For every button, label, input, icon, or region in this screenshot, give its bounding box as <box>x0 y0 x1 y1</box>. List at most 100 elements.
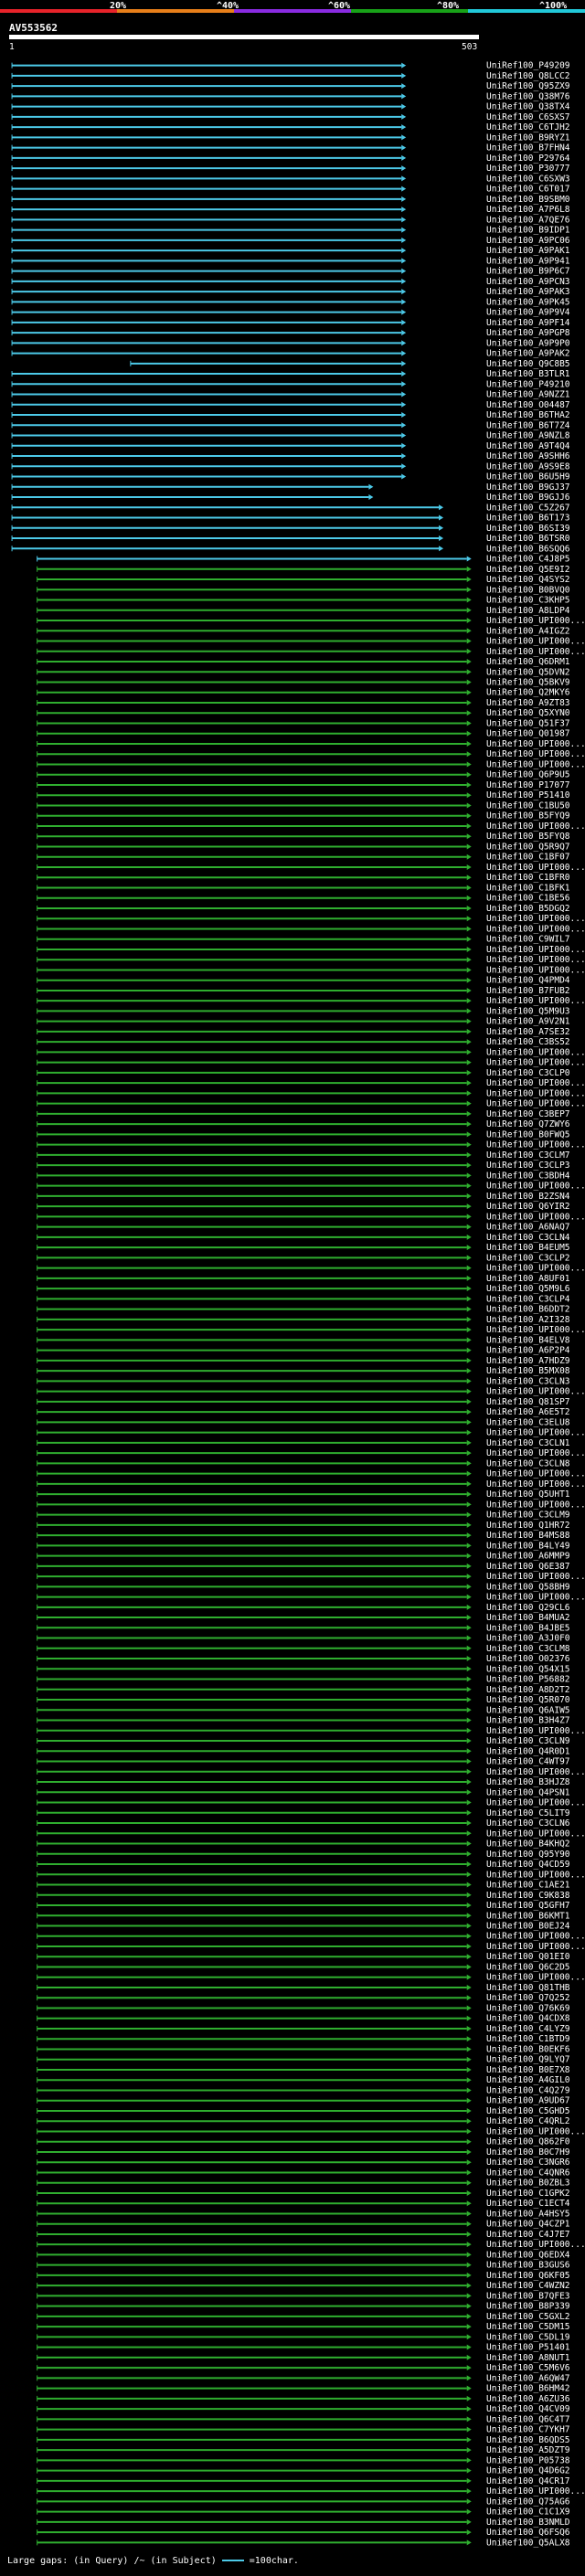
hit-label[interactable]: UniRef100_A4HSY5 <box>486 2209 570 2219</box>
hit-label[interactable]: UniRef100_Q95ZX9 <box>486 81 570 91</box>
hit-label[interactable]: UniRef100_A7QE76 <box>486 215 570 225</box>
hit-label[interactable]: UniRef100_UPI000... <box>486 1829 585 1839</box>
hit-label[interactable]: UniRef100_UPI000... <box>486 822 585 832</box>
hit-label[interactable]: UniRef100_Q5ALX8 <box>486 2538 570 2548</box>
hit-label[interactable]: UniRef100_C3CLN9 <box>486 1736 570 1746</box>
hit-label[interactable]: UniRef100_UPI000... <box>486 996 585 1006</box>
hit-label[interactable]: UniRef100_A6ZU36 <box>486 2394 570 2404</box>
hit-label[interactable]: UniRef100_C5M6V6 <box>486 2363 570 2373</box>
hit-label[interactable]: UniRef100_C3NGR6 <box>486 2157 570 2168</box>
hit-label[interactable]: UniRef100_C3CLM9 <box>486 1511 570 1521</box>
hit-label[interactable]: UniRef100_A6MMP9 <box>486 1552 570 1562</box>
hit-label[interactable]: UniRef100_C4QNR6 <box>486 2168 570 2178</box>
hit-label[interactable]: UniRef100_B3H4Z7 <box>486 1716 570 1726</box>
hit-label[interactable]: UniRef100_A7SE32 <box>486 1027 570 1037</box>
hit-label[interactable]: UniRef100_Q4R0D1 <box>486 1746 570 1756</box>
hit-label[interactable]: UniRef100_Q5GFH7 <box>486 1901 570 1911</box>
hit-label[interactable]: UniRef100_Q5XYN0 <box>486 708 570 718</box>
hit-label[interactable]: UniRef100_Q4CV09 <box>486 2404 570 2414</box>
hit-label[interactable]: UniRef100_C1BU50 <box>486 800 570 811</box>
hit-label[interactable]: UniRef100_A5DZT9 <box>486 2445 570 2455</box>
hit-label[interactable]: UniRef100_B6U5H9 <box>486 472 570 482</box>
hit-label[interactable]: UniRef100_A6NAQ7 <box>486 1223 570 1233</box>
hit-label[interactable]: UniRef100_B0C7H9 <box>486 2147 570 2157</box>
hit-label[interactable]: UniRef100_UPI000... <box>486 1572 585 1582</box>
hit-label[interactable]: UniRef100_C3KHP5 <box>486 596 570 606</box>
hit-label[interactable]: UniRef100_B3NMLD <box>486 2518 570 2528</box>
hit-label[interactable]: UniRef100_A6E5T2 <box>486 1407 570 1417</box>
hit-label[interactable]: UniRef100_UPI000... <box>486 914 585 924</box>
hit-label[interactable]: UniRef100_A3J0F0 <box>486 1634 570 1644</box>
hit-label[interactable]: UniRef100_UPI000... <box>486 924 585 934</box>
hit-label[interactable]: UniRef100_Q81THB <box>486 1983 570 1993</box>
hit-label[interactable]: UniRef100_C5GHD5 <box>486 2106 570 2116</box>
hit-label[interactable]: UniRef100_UPI000... <box>486 1264 585 1274</box>
hit-label[interactable]: UniRef100_UPI000... <box>486 1767 585 1777</box>
hit-label[interactable]: UniRef100_Q4PMD4 <box>486 976 570 986</box>
hit-label[interactable]: UniRef100_C3CLP3 <box>486 1161 570 1171</box>
hit-label[interactable]: UniRef100_B6HM42 <box>486 2384 570 2394</box>
hit-label[interactable]: UniRef100_B4KHQ2 <box>486 1839 570 1850</box>
hit-label[interactable]: UniRef100_B7QFE3 <box>486 2291 570 2301</box>
hit-label[interactable]: UniRef100_A8UF01 <box>486 1274 570 1284</box>
hit-label[interactable]: UniRef100_UPI000... <box>486 1387 585 1397</box>
hit-label[interactable]: UniRef100_UPI000... <box>486 1479 585 1489</box>
hit-label[interactable]: UniRef100_C6SXS7 <box>486 112 570 122</box>
hit-label[interactable]: UniRef100_A8NUT1 <box>486 2353 570 2363</box>
hit-label[interactable]: UniRef100_B4LY49 <box>486 1541 570 1551</box>
hit-label[interactable]: UniRef100_C1GPK2 <box>486 2189 570 2199</box>
hit-label[interactable]: UniRef100_B6T173 <box>486 514 570 524</box>
hit-label[interactable]: UniRef100_A9PGP8 <box>486 328 570 338</box>
hit-label[interactable]: UniRef100_Q1HR72 <box>486 1521 570 1531</box>
hit-label[interactable]: UniRef100_A9P941 <box>486 256 570 266</box>
hit-label[interactable]: UniRef100_Q5E9I2 <box>486 565 570 575</box>
hit-label[interactable]: UniRef100_C6TJH2 <box>486 122 570 133</box>
hit-label[interactable]: UniRef100_B6T7Z4 <box>486 420 570 430</box>
hit-label[interactable]: UniRef100_C1BE56 <box>486 894 570 904</box>
hit-label[interactable]: UniRef100_UPI000... <box>486 1428 585 1438</box>
hit-label[interactable]: UniRef100_P51401 <box>486 2343 570 2353</box>
hit-label[interactable]: UniRef100_C4LYZ9 <box>486 2024 570 2034</box>
hit-label[interactable]: UniRef100_Q2MKY6 <box>486 688 570 698</box>
hit-label[interactable]: UniRef100_B9P6C7 <box>486 267 570 277</box>
hit-label[interactable]: UniRef100_C5Z267 <box>486 503 570 513</box>
hit-label[interactable]: UniRef100_A9ZT83 <box>486 698 570 708</box>
hit-label[interactable]: UniRef100_P49209 <box>486 61 570 71</box>
hit-label[interactable]: UniRef100_B5MX08 <box>486 1366 570 1376</box>
hit-label[interactable]: UniRef100_UPI000... <box>486 1469 585 1479</box>
hit-label[interactable]: UniRef100_A6P2P4 <box>486 1346 570 1356</box>
hit-label[interactable]: UniRef100_B0EJ24 <box>486 1922 570 1932</box>
hit-label[interactable]: UniRef100_C4J8P5 <box>486 555 570 565</box>
hit-label[interactable]: UniRef100_C1AE21 <box>486 1881 570 1891</box>
hit-label[interactable]: UniRef100_A2I328 <box>486 1315 570 1325</box>
hit-label[interactable]: UniRef100_C4Q279 <box>486 2085 570 2095</box>
hit-label[interactable]: UniRef100_UPI000... <box>486 1088 585 1098</box>
hit-label[interactable]: UniRef100_Q7ZWY6 <box>486 1119 570 1129</box>
hit-label[interactable]: UniRef100_B6THA2 <box>486 410 570 420</box>
hit-label[interactable]: UniRef100_B4ELV8 <box>486 1335 570 1345</box>
hit-label[interactable]: UniRef100_Q9LYQ7 <box>486 2055 570 2065</box>
hit-label[interactable]: UniRef100_Q4PSN1 <box>486 1787 570 1797</box>
hit-label[interactable]: UniRef100_Q5DVN2 <box>486 667 570 677</box>
hit-label[interactable]: UniRef100_C5DL19 <box>486 2332 570 2342</box>
hit-label[interactable]: UniRef100_C1C1X9 <box>486 2507 570 2518</box>
hit-label[interactable]: UniRef100_UPI000... <box>486 1448 585 1458</box>
hit-label[interactable]: UniRef100_O02376 <box>486 1654 570 1664</box>
hit-label[interactable]: UniRef100_UPI000... <box>486 1798 585 1808</box>
hit-label[interactable]: UniRef100_P56882 <box>486 1675 570 1685</box>
hit-label[interactable]: UniRef100_UPI000... <box>486 1973 585 1983</box>
hit-label[interactable]: UniRef100_UPI000... <box>486 616 585 626</box>
hit-label[interactable]: UniRef100_Q8LCC2 <box>486 71 570 81</box>
hit-label[interactable]: UniRef100_C3CLN1 <box>486 1438 570 1448</box>
hit-label[interactable]: UniRef100_Q6E387 <box>486 1562 570 1572</box>
hit-label[interactable]: UniRef100_Q29CL6 <box>486 1603 570 1613</box>
hit-label[interactable]: UniRef100_C3CLM7 <box>486 1150 570 1161</box>
hit-label[interactable]: UniRef100_A9UD67 <box>486 2096 570 2106</box>
hit-label[interactable]: UniRef100_C3CLN4 <box>486 1233 570 1243</box>
hit-label[interactable]: UniRef100_Q4D6G2 <box>486 2466 570 2476</box>
hit-label[interactable]: UniRef100_B9IDP1 <box>486 226 570 236</box>
hit-label[interactable]: UniRef100_Q9C8B5 <box>486 359 570 369</box>
hit-label[interactable]: UniRef100_UPI000... <box>486 2486 585 2496</box>
hit-label[interactable]: UniRef100_A6QW47 <box>486 2373 570 2383</box>
hit-label[interactable]: UniRef100_Q51F37 <box>486 718 570 728</box>
